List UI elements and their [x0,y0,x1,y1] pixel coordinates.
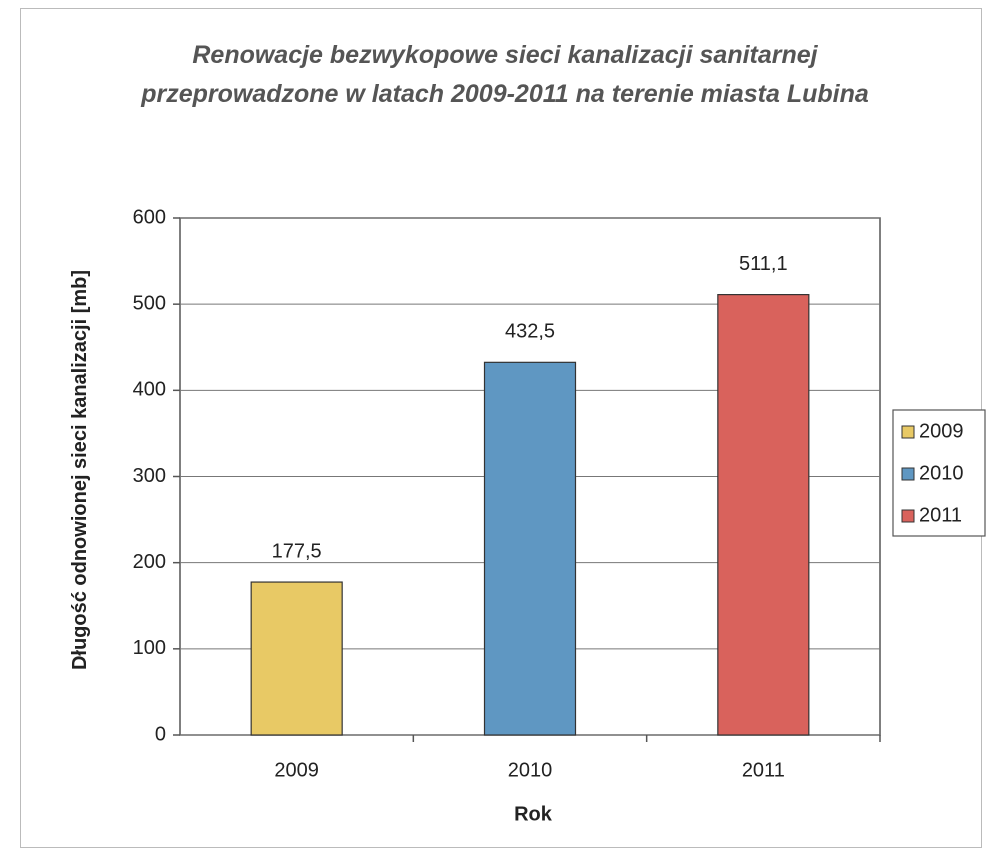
bar [250,581,343,736]
y-tick-label: 100 [133,637,166,659]
legend-label: 2009 [919,420,964,442]
value-label: 511,1 [739,253,788,275]
value-label: 177,5 [272,540,322,562]
y-tick-label: 300 [133,465,166,487]
legend-label: 2010 [919,462,964,484]
legend-swatch [901,425,915,439]
value-label: 432,5 [505,321,555,343]
y-tick-label: 0 [155,723,166,745]
chart-title: Renowacje bezwykopowe sieci kanalizacji … [141,41,869,108]
legend-label: 2011 [919,504,962,526]
bar [483,361,577,736]
y-tick-label: 400 [133,379,166,401]
bar [717,294,810,736]
legend-swatch [901,509,915,523]
y-tick-label: 600 [133,206,166,228]
y-tick-label: 500 [133,292,166,314]
x-tick-label: 2011 [742,759,785,781]
x-tick-label: 2009 [274,759,319,781]
x-tick-label: 2010 [508,759,553,781]
x-axis-label: Rok [514,803,553,825]
y-tick-label: 200 [133,551,166,573]
legend-swatch [901,467,915,481]
